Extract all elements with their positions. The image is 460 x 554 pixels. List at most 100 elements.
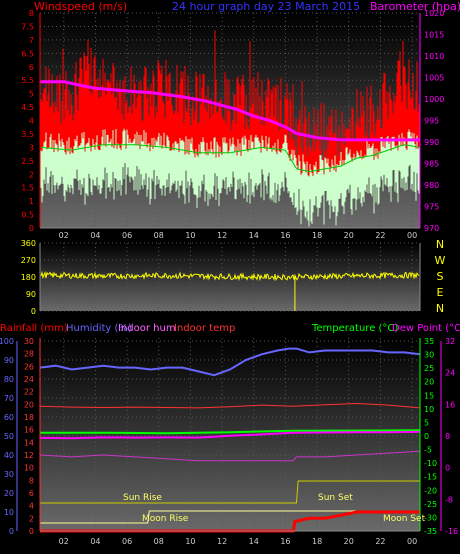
compass-label: E: [437, 286, 444, 299]
windspeed-tick-label: 3: [29, 143, 34, 152]
temp-x-tick-label: 12: [217, 537, 227, 546]
windspeed-tick-label: 7: [29, 36, 34, 45]
windspeed-tick-label: 0: [29, 224, 34, 233]
windspeed-axis-label: Windspeed (m/s): [34, 0, 127, 13]
wind-x-tick-label: 00: [407, 231, 417, 240]
barometer-tick-label: 990: [424, 138, 439, 147]
windspeed-tick-label: 6: [29, 63, 34, 72]
temperature-tick-label: 15: [424, 391, 434, 400]
wind-series: [40, 30, 420, 227]
temp-x-tick-label: 10: [185, 537, 195, 546]
sun-line: [40, 480, 420, 504]
temperature-tick-label: 0: [424, 432, 429, 441]
rainfall-tick-label: 26: [24, 362, 34, 371]
sun-set-label: Sun Set: [318, 493, 353, 503]
rainfall-tick-label: 2: [29, 514, 34, 523]
wind-x-tick-label: 22: [375, 231, 385, 240]
rainfall-tick-label: 0: [29, 527, 34, 536]
temperature-tick-label: 35: [424, 337, 434, 346]
windspeed-tick-label: 5.5: [21, 76, 34, 85]
windspeed-tick-label: 6.5: [21, 49, 34, 58]
temperature-tick-label: -15: [424, 473, 437, 482]
barometer-tick-label: 970: [424, 224, 439, 233]
temp-x-tick-label: 02: [59, 537, 69, 546]
compass-label: W: [435, 254, 446, 267]
temp-x-tick-label: 08: [154, 537, 164, 546]
humidity-tick-label: 100: [0, 337, 14, 346]
windspeed-tick-label: 2: [29, 170, 34, 179]
indoor-temp-axis-label: Indoor temp: [174, 323, 235, 334]
rainfall-tick-label: 20: [24, 400, 34, 409]
barometer-tick-label: 1020: [424, 9, 444, 18]
wind-x-tick-label: 08: [154, 231, 164, 240]
temperature-tick-label: -25: [424, 500, 437, 509]
humidity-tick-label: 50: [4, 432, 14, 441]
compass-label: N: [436, 302, 444, 315]
rainfall-tick-label: 4: [29, 502, 34, 511]
barometer-tick-label: 980: [424, 181, 439, 190]
wind-x-tick-label: 18: [312, 231, 322, 240]
wind-x-tick-label: 20: [344, 231, 354, 240]
temp-x-tick-label: 04: [90, 537, 100, 546]
indoor-temp-tick-label: 24: [445, 369, 455, 378]
windspeed-tick-label: 5: [29, 90, 34, 99]
windspeed-tick-label: 2.5: [21, 157, 34, 166]
rainfall-tick-label: 10: [24, 464, 34, 473]
barometer-tick-label: 1010: [424, 52, 444, 61]
humidity-tick-label: 20: [4, 489, 14, 498]
temperature-tick-label: -10: [424, 459, 437, 468]
indoor-hum-axis-label: Indoor hum: [118, 323, 176, 334]
direction-tick-label: 90: [26, 290, 36, 299]
wind-x-tick-label: 12: [217, 231, 227, 240]
temp-x-tick-label: 22: [375, 537, 385, 546]
indoor-temp-tick-label: 0: [445, 464, 450, 473]
temperature-tick-label: 20: [424, 378, 434, 387]
humidity-tick-label: 10: [4, 508, 14, 517]
dew-point-line: [39, 430, 421, 440]
humidity-tick-label: 30: [4, 470, 14, 479]
temp-x-tick-label: 14: [249, 537, 259, 546]
rainfall-tick-label: 8: [29, 476, 34, 485]
moon-rise-label: Moon Rise: [142, 514, 189, 524]
indoor-temp-tick-label: -8: [445, 495, 453, 504]
temp-x-tick-label: 00: [407, 537, 417, 546]
windspeed-tick-label: 1.5: [21, 184, 34, 193]
temperature-tick-label: 5: [424, 418, 429, 427]
temp-x-tick-label: 20: [344, 537, 354, 546]
humidity-tick-label: 0: [9, 527, 14, 536]
temperature-tick-label: -5: [424, 446, 432, 455]
temperature-tick-label: 25: [424, 364, 434, 373]
rainfall-axis-label: Rainfall (mm): [0, 323, 68, 334]
temperature-axis-label: Temperature (°C): [311, 323, 398, 334]
indoor-temp-tick-label: 8: [445, 432, 450, 441]
windspeed-tick-label: 0.5: [21, 211, 34, 220]
humidity-tick-label: 70: [4, 394, 14, 403]
wind-x-tick-label: 10: [185, 231, 195, 240]
rainfall-tick-label: 16: [24, 426, 34, 435]
rainfall-tick-label: 14: [24, 438, 34, 447]
temperature-tick-label: -30: [424, 513, 437, 522]
temperature-tick-label: -35: [424, 527, 437, 536]
windspeed-tick-label: 8: [29, 9, 34, 18]
windspeed-tick-label: 3.5: [21, 130, 34, 139]
rainfall-tick-label: 12: [24, 451, 34, 460]
rainfall-tick-label: 18: [24, 413, 34, 422]
barometer-tick-label: 985: [424, 160, 439, 169]
moon-set-label: Moon Set: [383, 514, 426, 524]
windspeed-tick-label: 1: [29, 197, 34, 206]
temperature-tick-label: -20: [424, 486, 437, 495]
barometer-tick-label: 995: [424, 117, 439, 126]
rainfall-tick-label: 30: [24, 337, 34, 346]
humidity-tick-label: 60: [4, 413, 14, 422]
chart-title: 24 hour graph day 23 March 2015: [172, 0, 360, 13]
wind-x-tick-label: 02: [59, 231, 69, 240]
direction-tick-label: 270: [21, 256, 36, 265]
barometer-tick-label: 1015: [424, 31, 444, 40]
temp-x-tick-label: 18: [312, 537, 322, 546]
wind-axes: 0 0.5 1 1.5 2 2.5 3 3.5 4 4.5 5 5.5 6 6.5 7 7.5 8 970 975 9…: [21, 9, 444, 240]
temperature-tick-label: 30: [424, 351, 434, 360]
barometer-axis-label: Barometer (hpa): [370, 0, 460, 13]
humidity-tick-label: 80: [4, 375, 14, 384]
